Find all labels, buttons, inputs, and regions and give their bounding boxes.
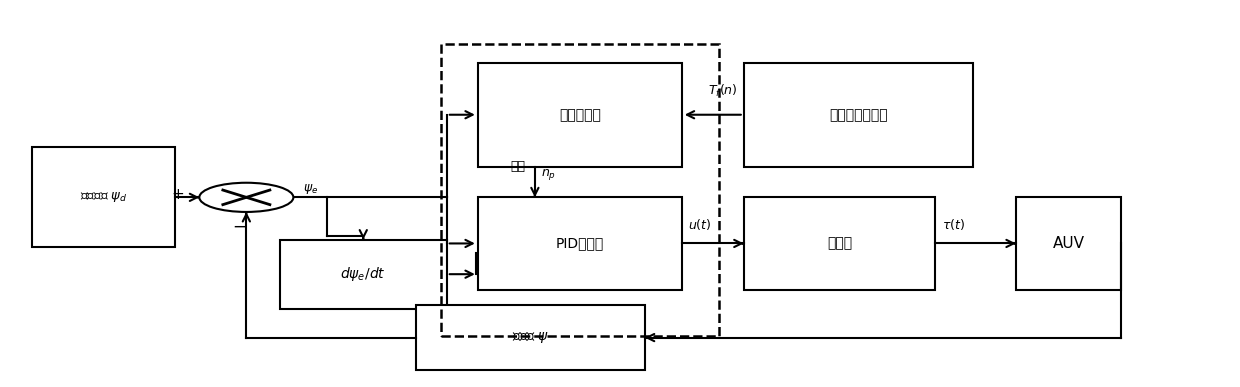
Text: $d\psi_e/dt$: $d\psi_e/dt$ [341,265,386,283]
Bar [280,240,446,309]
Bar [1016,197,1121,289]
Bar [744,197,935,289]
Text: −: − [232,218,247,236]
Bar [477,197,682,289]
Bar [415,305,645,370]
Text: $\tau(t)$: $\tau(t)$ [941,217,965,232]
Bar [477,63,682,167]
Text: 推进器: 推进器 [827,236,852,250]
Bar [744,63,972,167]
Text: $T_f(n)$: $T_f(n)$ [708,83,738,99]
Text: 模糊控制器: 模糊控制器 [559,108,600,122]
Circle shape [200,183,294,212]
Text: 目标艏向 $\psi_d$: 目标艏向 $\psi_d$ [79,190,128,204]
Text: $u(t)$: $u(t)$ [688,217,712,232]
Bar [440,44,719,336]
Text: +: + [172,187,185,202]
Text: PID控制器: PID控制器 [556,236,604,250]
Text: AUV: AUV [1053,236,1085,251]
Text: 转速: 转速 [510,160,525,173]
Text: 磁罗经 $\psi$: 磁罗经 $\psi$ [512,330,549,345]
Text: 推进器推力曲线: 推进器推力曲线 [828,108,888,122]
Text: $\psi_e$: $\psi_e$ [304,182,319,196]
Bar [32,147,175,247]
Text: $n_p$: $n_p$ [541,167,557,182]
